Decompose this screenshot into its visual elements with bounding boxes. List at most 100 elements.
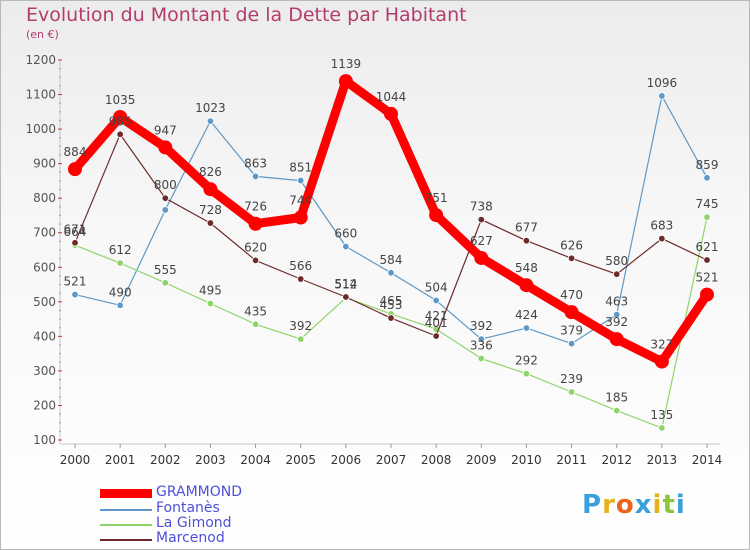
data-point [477,335,485,343]
data-label: 985 [109,114,132,128]
logo-letter: t [662,490,676,520]
y-tick-label: 1100 [25,88,56,102]
data-point [703,256,711,264]
x-tick-label: 2008 [421,453,452,467]
data-point [342,242,350,251]
data-point [251,320,260,328]
data-label: 435 [244,304,267,318]
data-label: 512 [334,278,357,292]
y-tick-label: 300 [33,364,56,378]
legend-label: GRAMMOND [156,484,243,500]
x-tick-label: 2003 [195,453,226,467]
data-point [519,278,534,293]
data-labels: 521 490 1023 863 851 660 584 504 392 424 379 463 109… [64,57,719,422]
data-label: 947 [154,123,177,137]
x-tick-label: 2002 [150,453,181,467]
data-label: 401 [425,316,448,330]
data-point [387,269,395,277]
data-label: 239 [560,372,583,386]
data-label: 621 [696,240,719,254]
data-point [432,296,440,305]
y-tick-label: 600 [33,260,56,274]
legend-label: Fontanès [156,500,220,516]
data-point [387,314,395,322]
data-point [477,215,485,224]
logo-letter: o [615,490,635,520]
y-tick-label: 500 [33,295,56,309]
data-label: 1139 [331,57,362,71]
y-tick-label: 1200 [25,53,56,67]
data-point [658,234,666,243]
chart-title: Evolution du Montant de la Dette par Hab… [26,4,467,26]
data-point [161,206,169,214]
legend-label: Marcenod [156,530,225,546]
data-label: 185 [605,391,628,405]
data-label: 851 [289,161,312,175]
data-point [206,219,215,227]
data-label: 859 [696,158,719,172]
y-tick-label: 900 [33,157,56,171]
data-point [297,335,305,343]
data-point [158,140,173,155]
data-label: 465 [380,294,403,308]
data-point [613,270,621,278]
data-point [297,275,305,283]
data-point [429,208,444,223]
data-label: 521 [696,271,719,285]
data-point [522,324,531,332]
data-label: 726 [244,200,267,214]
data-point [297,176,305,185]
data-label: 292 [515,354,538,368]
data-label: 627 [470,234,493,248]
data-label: 580 [605,254,628,268]
data-label: 620 [244,240,267,254]
data-label: 327 [650,338,673,352]
data-point [338,74,353,89]
x-tick-label: 2010 [511,453,542,467]
data-point [203,182,218,197]
data-point [293,210,308,225]
legend-swatch [100,489,152,498]
data-point [248,216,263,231]
data-label: 660 [334,227,357,241]
data-label: 514 [334,277,357,291]
data-label: 728 [199,203,222,217]
data-point [116,301,124,309]
data-label: 612 [109,243,132,257]
data-point [71,290,79,299]
data-label: 392 [605,315,628,329]
data-label: 566 [289,259,312,273]
data-label: 745 [696,197,719,211]
data-label: 521 [64,275,87,289]
data-label: 671 [64,223,87,237]
data-point [567,388,576,396]
x-tick-label: 2005 [285,453,316,467]
data-label: 424 [515,308,538,322]
y-tick-label: 100 [33,433,56,447]
x-tick-label: 2014 [692,453,723,467]
x-tick-label: 2004 [240,453,271,467]
data-point [474,250,489,265]
data-point [703,174,711,182]
data-point [522,236,531,245]
axes: 100 200 300 400 500 600 700 800 900 1000 1100 1200 2… [25,53,722,467]
logo-letter: i [675,490,686,520]
data-label: 490 [109,285,132,299]
data-label: 379 [560,324,583,338]
data-label: 392 [470,319,493,333]
legend-swatch [100,539,152,541]
data-point [342,293,350,301]
data-label: 744 [289,194,312,208]
y-tick-label: 1000 [25,122,56,136]
logo-letter: x [634,490,653,520]
y-tick-label: 200 [33,398,56,412]
data-label: 548 [515,261,538,275]
y-unit-label: (en €) [26,28,59,41]
data-point [251,256,260,265]
data-point [116,130,124,138]
data-point [71,239,79,247]
data-label: 863 [244,156,267,170]
data-label: 738 [470,200,493,214]
data-label: 1035 [105,93,136,107]
data-point [206,117,215,125]
